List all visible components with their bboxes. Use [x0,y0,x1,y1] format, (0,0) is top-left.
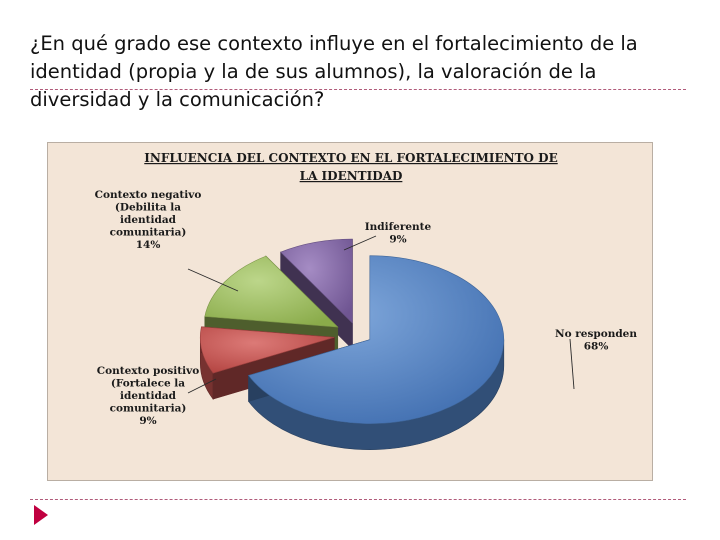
divider-top [30,89,686,90]
slice-label-contexto_negativo-line-0: Contexto negativo [95,189,202,201]
pie-slice-top-indiferente [280,238,353,324]
slice-label-contexto_positivo-line-4: 9% [139,415,156,427]
chart-title-line-2: LA IDENTIDAD [300,169,403,183]
slide-question: ¿En qué grado ese contexto influye en el… [30,30,710,114]
slice-label-no_responden-line-1: 68% [584,340,609,352]
leader-line-indiferente [343,235,377,251]
slice-label-contexto_positivo-line-0: Contexto positivo [97,365,199,377]
slice-label-contexto_positivo-line-2: identidad [120,390,177,402]
pie-slice-contexto_positivo [199,326,335,400]
leader-line-contexto_negativo [187,268,239,292]
pie-chart: INFLUENCIA DEL CONTEXTO EN EL FORTALECIM… [95,151,637,450]
leader-line-no_responden [569,338,575,390]
divider-bottom [30,499,686,500]
chart-title-line-1: INFLUENCIA DEL CONTEXTO EN EL FORTALECIM… [144,151,557,165]
pie-slice-top-no_responden [248,255,505,424]
slice-label-no_responden-line-0: No responden [555,328,637,340]
question-line-3: diversidad y la comunicación? [30,88,325,111]
slice-label-indiferente-line-0: Indiferente [365,221,432,233]
pie-slice-no_responden [248,255,505,450]
slice-label-contexto_negativo-line-1: (Debilita la [115,202,181,214]
leader-line-contexto_positivo [187,378,217,394]
slice-label-no_responden: No responden 68% [555,328,637,353]
question-line-1: ¿En qué grado ese contexto influye en el… [30,32,638,55]
slice-label-contexto_positivo-line-1: (Fortalece la [111,378,185,390]
slice-label-contexto_negativo-line-4: 14% [136,239,161,251]
nav-arrow-icon [34,505,48,525]
slice-label-indiferente: Indiferente 9% [365,221,432,246]
slice-label-indiferente-line-1: 9% [389,233,406,245]
slice-label-contexto_negativo-line-2: identidad [120,214,177,226]
slice-label-contexto_negativo: Contexto negativo (Debilita la identidad co… [95,189,202,251]
pie-chart-panel: INFLUENCIA DEL CONTEXTO EN EL FORTALECIM… [47,142,653,481]
pie-slice-top-contexto_negativo [204,255,339,328]
question-line-2: identidad (propia y la de sus alumnos), … [30,60,597,83]
pie-slice-top-contexto_positivo [200,326,335,374]
slice-label-contexto_positivo-line-3: comunitaria) [110,403,187,415]
slice-label-contexto_positivo: Contexto positivo (Fortalece la identidad c… [97,365,199,427]
slice-label-contexto_negativo-line-3: comunitaria) [110,227,187,239]
